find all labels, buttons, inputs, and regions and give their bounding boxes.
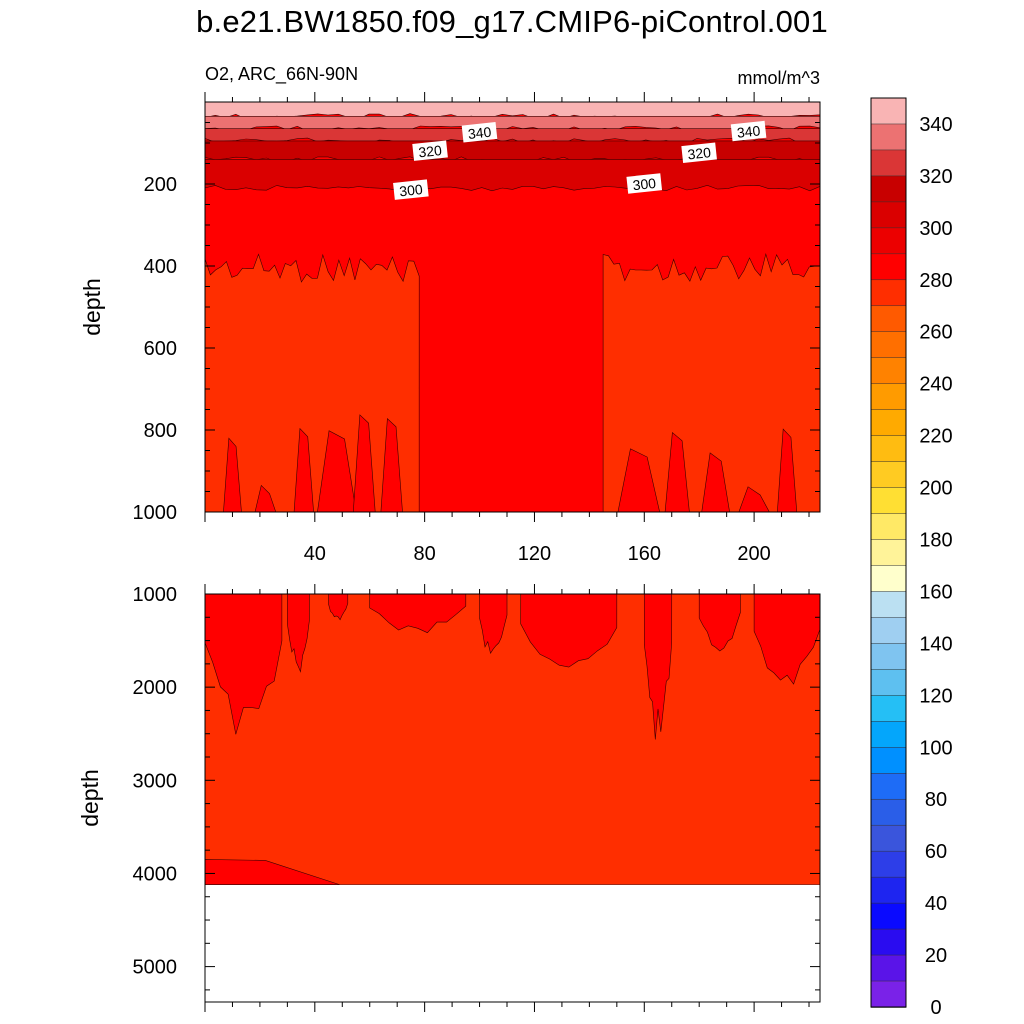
colorbar-swatch <box>870 461 907 489</box>
colorbar-swatch <box>870 279 907 307</box>
contour-label: 340 <box>461 122 498 143</box>
colorbar-swatch <box>870 305 907 333</box>
colorbar-swatch <box>870 539 907 567</box>
colorbar-swatch <box>870 513 907 541</box>
colorbar-tick-label: 100 <box>919 737 952 759</box>
svg-text:340: 340 <box>736 122 761 140</box>
page-title: b.e21.BW1850.f09_g17.CMIP6-piControl.001 <box>196 4 828 39</box>
upper-y-tick-label: 1000 <box>133 502 178 524</box>
colorbar-swatch <box>870 798 907 826</box>
colorbar-swatch <box>870 487 907 515</box>
upper-x-ticks: 40 80 120 160 200 <box>204 92 810 565</box>
colorbar-swatch <box>870 123 907 151</box>
lower-y-tick-label: 3000 <box>133 770 178 792</box>
colorbar-swatch <box>870 928 907 956</box>
colorbar-swatch <box>870 643 907 671</box>
upper-y-tick-label: 600 <box>144 338 177 360</box>
upper-y-tick-label: 400 <box>144 256 177 278</box>
colorbar-swatch <box>870 747 907 775</box>
colorbar-swatch <box>870 357 907 385</box>
contour-label: 300 <box>393 179 429 200</box>
svg-text:300: 300 <box>398 181 423 199</box>
colorbar-swatch <box>870 409 907 437</box>
svg-text:320: 320 <box>418 142 443 160</box>
colorbar-tick-label: 60 <box>925 841 947 863</box>
upper-y-tick-label: 200 <box>144 174 177 196</box>
units-label: mmol/m^3 <box>737 68 820 88</box>
x-tick-label: 120 <box>518 543 551 565</box>
upper-y-axis-label: depth <box>79 278 105 336</box>
colorbar-swatch <box>870 721 907 749</box>
colorbar-tick-label: 200 <box>919 478 952 500</box>
colorbar-swatch <box>870 175 907 203</box>
colorbar-swatch <box>870 954 907 982</box>
lower-y-tick-label: 1000 <box>133 584 178 606</box>
colorbar-swatch <box>870 383 907 411</box>
x-tick-label: 40 <box>304 543 326 565</box>
colorbar-swatch <box>870 850 907 878</box>
colorbar-swatch <box>870 565 907 593</box>
svg-text:320: 320 <box>687 144 712 162</box>
colorbar-swatch <box>870 876 907 904</box>
x-tick-label: 80 <box>414 543 436 565</box>
x-tick-label: 160 <box>628 543 661 565</box>
colorbar-tick-label: 140 <box>919 633 952 655</box>
lower-y-axis-label: depth <box>77 769 103 827</box>
colorbar-tick-label: 340 <box>919 114 952 136</box>
svg-text:300: 300 <box>632 175 657 193</box>
x-tick-label: 200 <box>737 543 770 565</box>
colorbar-tick-label: 280 <box>919 270 952 292</box>
colorbar-frame <box>870 97 907 1008</box>
colorbar-tick-label: 20 <box>925 945 947 967</box>
lower-x-ticks <box>204 584 810 1012</box>
svg-text:340: 340 <box>467 124 492 142</box>
variable-region-label: O2, ARC_66N-90N <box>205 64 359 84</box>
colorbar-swatch <box>870 201 907 229</box>
lower-y-ticks: 1000 2000 3000 4000 5000 <box>133 584 820 991</box>
colorbar-swatch <box>870 980 907 1008</box>
colorbar-tick-label: 160 <box>919 581 952 603</box>
deep-layer-300-fingers <box>204 593 821 740</box>
colorbar-tick-label: 0 <box>930 997 941 1019</box>
layer-310 <box>204 159 821 192</box>
lower-y-tick-label: 4000 <box>133 863 178 885</box>
contour-label: 300 <box>626 173 663 194</box>
colorbar-swatch <box>870 824 907 852</box>
colorbar-swatch <box>870 902 907 930</box>
lower-panel: 1000 2000 3000 4000 5000 depth <box>77 584 821 1012</box>
colorbar-swatch <box>870 97 907 125</box>
lower-y-tick-label: 2000 <box>133 677 178 699</box>
contour-label: 340 <box>730 120 767 142</box>
colorbar-swatch <box>870 695 907 723</box>
layer-290-right <box>602 252 821 513</box>
colorbar-swatch <box>870 149 907 177</box>
contour-label: 320 <box>681 142 717 163</box>
colorbar-tick-label: 240 <box>919 374 952 396</box>
colorbar-tick-label: 220 <box>919 426 952 448</box>
colorbar-tick-label: 120 <box>919 685 952 707</box>
layer-300-fingers-left <box>223 414 403 513</box>
contour-label: 320 <box>412 140 448 161</box>
colorbar-tick-label: 300 <box>919 218 952 240</box>
colorbar-swatch <box>870 253 907 281</box>
lower-y-tick-label: 5000 <box>133 957 178 979</box>
upper-y-ticks: 200 400 600 800 1000 <box>133 101 820 524</box>
colorbar-tick-label: 40 <box>925 893 947 915</box>
colorbar-tick-label: 260 <box>919 322 952 344</box>
colorbar-swatch <box>870 591 907 619</box>
upper-panel: 340 340 320 320 300 300 200 400 600 800 1000 depth 4… <box>79 92 821 565</box>
colorbar-swatch <box>870 435 907 463</box>
colorbar-swatch <box>870 773 907 800</box>
colorbar-swatch <box>870 331 907 359</box>
colorbar-tick-label: 320 <box>919 166 952 188</box>
upper-y-tick-label: 800 <box>144 420 177 442</box>
colorbar-swatch <box>870 669 907 697</box>
colorbar-tick-label: 80 <box>925 789 947 811</box>
colorbar-tick-label: 180 <box>919 530 952 552</box>
colorbar: 3403203002802602402202001801601401201008… <box>870 97 953 1019</box>
colorbar-swatch <box>870 617 907 645</box>
lower-frame <box>204 593 821 1003</box>
colorbar-swatch <box>870 227 907 255</box>
